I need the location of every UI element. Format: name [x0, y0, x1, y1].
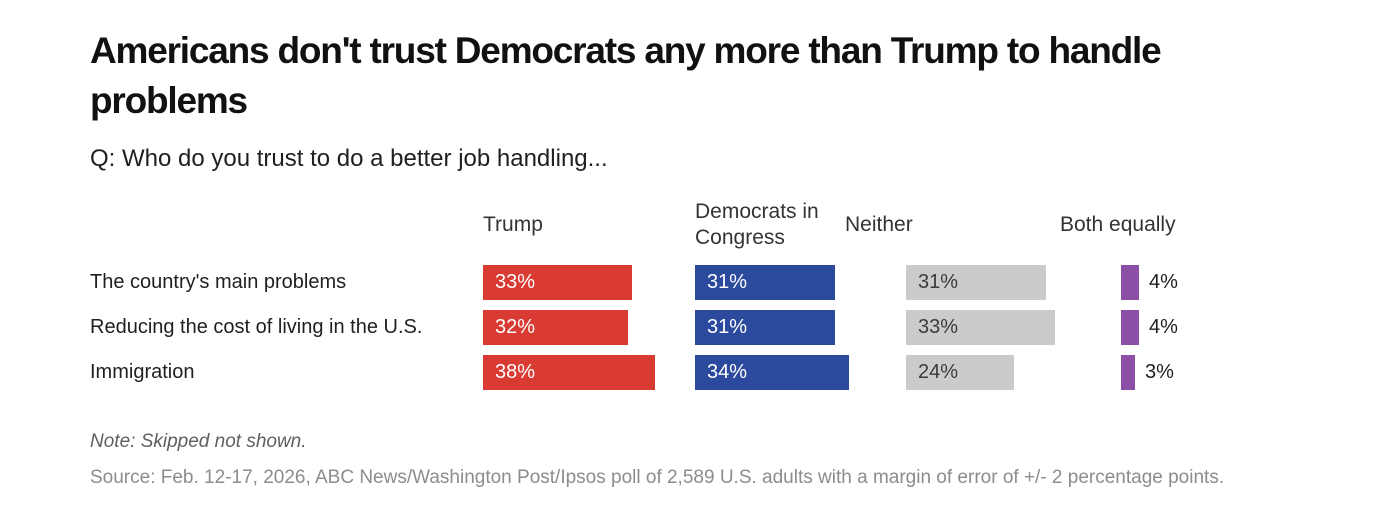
- grouped-bar-chart: Trump Democrats in Congress Neither Both…: [90, 196, 1330, 395]
- chart-question: Q: Who do you trust to do a better job h…: [90, 145, 608, 172]
- both-equally-bar: [1121, 265, 1139, 300]
- both-equally-bar: [1121, 355, 1135, 390]
- bar-value-label: 24%: [918, 361, 959, 383]
- trump-bar: 32%: [483, 310, 628, 345]
- bar-value-label: 31%: [707, 271, 748, 293]
- bar-value-label: 31%: [918, 271, 959, 293]
- bar-value-label: 32%: [495, 316, 536, 338]
- bar-value-label: 4%: [1149, 316, 1178, 338]
- neither-bar: 33%: [906, 310, 1055, 345]
- both-equally-bar: [1121, 310, 1139, 345]
- category-label: Immigration: [90, 361, 195, 383]
- democrats-bar: 31%: [695, 310, 835, 345]
- column-header-trump: Trump: [483, 213, 543, 236]
- bar-value-label: 31%: [707, 316, 748, 338]
- category-label: Reducing the cost of living in the U.S.: [90, 316, 423, 338]
- neither-bar: 24%: [906, 355, 1014, 390]
- chart-source: Source: Feb. 12-17, 2026, ABC News/Washi…: [90, 467, 1225, 488]
- chart-row: The country's main problems 33% 31% 31% …: [90, 260, 1330, 305]
- column-header-row: Trump Democrats in Congress Neither Both…: [90, 196, 1330, 254]
- bar-value-label: 4%: [1149, 271, 1178, 293]
- page-title: Americans don't trust Democrats any more…: [90, 30, 1162, 121]
- trump-bar: 33%: [483, 265, 632, 300]
- bar-value-label: 33%: [918, 316, 959, 338]
- category-label: The country's main problems: [90, 271, 347, 293]
- chart-row: Reducing the cost of living in the U.S. …: [90, 305, 1330, 350]
- trump-bar: 38%: [483, 355, 655, 390]
- bar-value-label: 33%: [495, 271, 536, 293]
- democrats-bar: 31%: [695, 265, 835, 300]
- column-header-neither: Neither: [845, 213, 913, 236]
- democrats-bar: 34%: [695, 355, 849, 390]
- chart-note: Note: Skipped not shown.: [90, 431, 307, 452]
- bar-value-label: 38%: [495, 361, 536, 383]
- column-header-both-equally: Both equally: [1060, 213, 1176, 236]
- bar-value-label: 34%: [707, 361, 748, 383]
- bar-value-label: 3%: [1145, 361, 1174, 383]
- column-header-democrats: Democrats in Congress: [695, 200, 819, 249]
- chart-row: Immigration 38% 34% 24% 3%: [90, 350, 1330, 395]
- neither-bar: 31%: [906, 265, 1046, 300]
